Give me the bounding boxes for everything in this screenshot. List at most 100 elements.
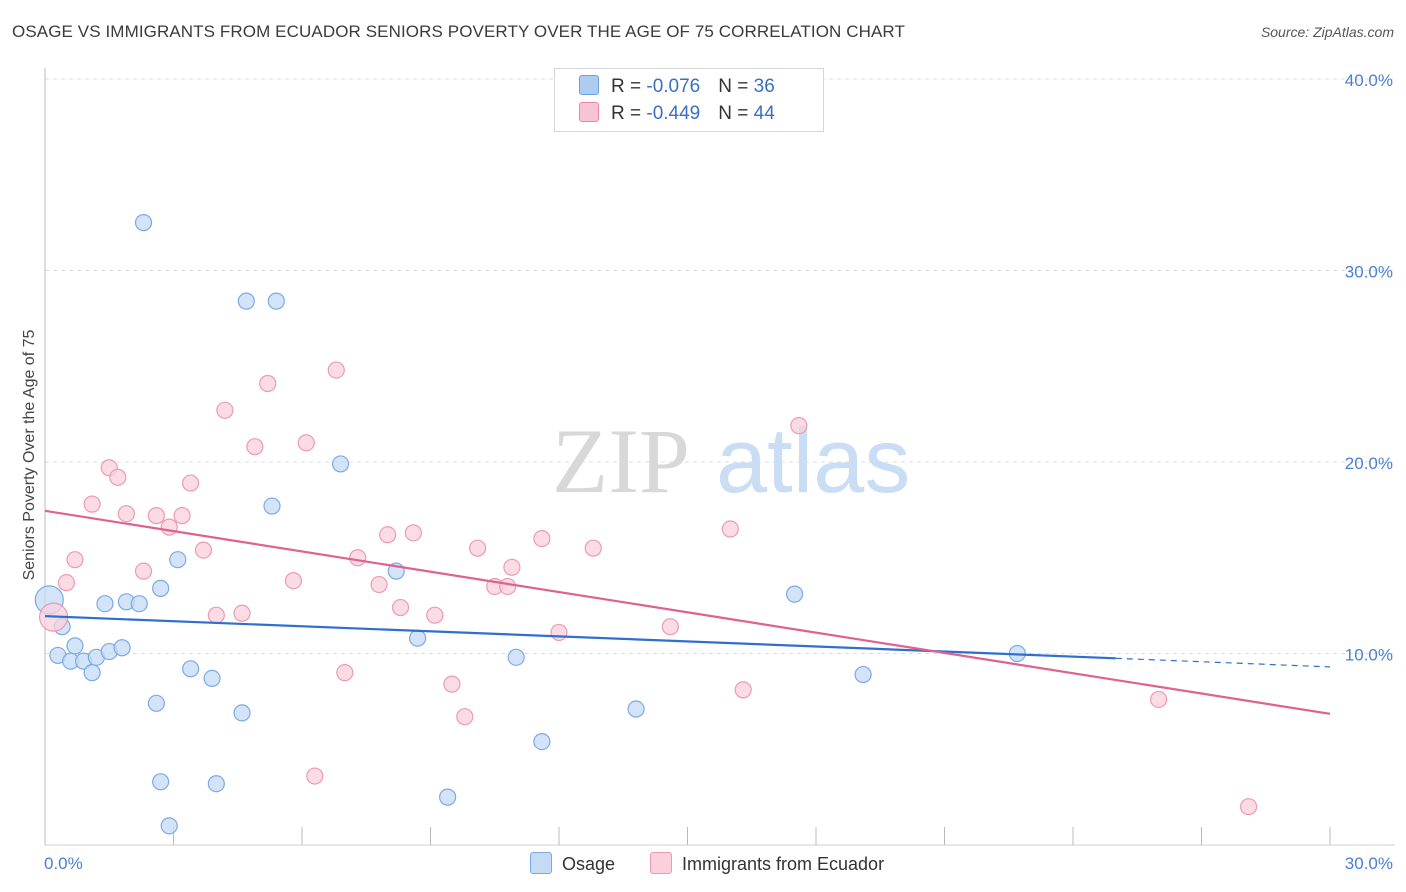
ecuador-point: [284, 572, 303, 590]
ecuador-point: [661, 618, 679, 636]
ecuador-point: [1150, 690, 1168, 709]
ecuador-point: [173, 507, 191, 525]
ecuador-point: [734, 681, 752, 699]
ecuador-point: [134, 562, 153, 580]
osage-point: [160, 817, 178, 835]
ecuador-point: [499, 577, 517, 596]
ecuador-point: [194, 541, 213, 559]
ecuador-point: [246, 438, 264, 456]
n-value: 44: [753, 103, 775, 124]
ecuador-point: [306, 767, 324, 785]
osage-point: [331, 455, 350, 473]
ecuador-point: [216, 401, 234, 419]
y-tick-label: 10.0%: [1345, 646, 1393, 665]
osage-point: [237, 292, 255, 310]
ecuador-point: [404, 524, 422, 542]
ecuador-point: [83, 495, 101, 513]
ecuador-point: [349, 549, 367, 567]
osage-point: [854, 665, 872, 684]
osage-point: [203, 669, 221, 687]
n-value: 36: [753, 76, 775, 97]
osage-point: [130, 595, 148, 613]
ecuador-point: [391, 598, 410, 617]
chart-title: OSAGE VS IMMIGRANTS FROM ECUADOR SENIORS…: [12, 22, 905, 41]
ecuador-point: [297, 434, 315, 452]
osage-point: [507, 648, 525, 666]
ecuador-point: [117, 505, 135, 523]
ecuador-point: [207, 606, 225, 624]
y-axis-title: Seniors Poverty Over the Age of 75: [21, 330, 38, 581]
legend-row-ecuador: R = -0.449 N = 44: [579, 102, 775, 126]
ecuador-point: [327, 361, 345, 379]
ecuador-point: [336, 664, 354, 682]
ecuador-point: [469, 539, 487, 557]
osage-point: [83, 664, 101, 682]
osage-point: [263, 497, 281, 515]
r-value: -0.076: [646, 76, 701, 97]
osage-point: [169, 551, 187, 569]
ecuador-point: [790, 417, 808, 435]
osage-point: [182, 660, 200, 678]
y-tick-label: 40.0%: [1345, 71, 1393, 90]
ecuador-point: [456, 708, 474, 726]
r-label: R =: [611, 76, 647, 97]
x-tick-label: 30.0%: [1345, 854, 1393, 873]
ecuador-point: [182, 474, 200, 492]
legend-row-osage: R = -0.076 N = 36: [579, 75, 775, 99]
osage-point: [113, 639, 131, 657]
ecuador-point: [443, 675, 461, 693]
ecuador-point: [426, 606, 444, 624]
trend-lines: [44, 509, 1331, 715]
osage-point: [147, 694, 165, 712]
osage-point: [134, 214, 153, 232]
y-tick-label: 20.0%: [1345, 454, 1393, 473]
ecuador-point: [533, 529, 551, 548]
axes: [44, 68, 1395, 846]
source-label: Source: ZipAtlas.com: [1260, 24, 1394, 40]
data-points: [34, 214, 1258, 835]
n-label: N =: [718, 103, 754, 124]
osage-trend-line: [44, 615, 1116, 660]
ecuador-point: [160, 518, 178, 536]
osage-point: [785, 585, 804, 603]
ecuador-point: [233, 604, 251, 622]
ecuador-trend-line: [44, 509, 1331, 715]
ecuador-point: [503, 558, 521, 576]
y-tick-label: 30.0%: [1345, 263, 1393, 282]
tick-labels: 10.0% 20.0% 30.0% 40.0% 0.0% 30.0% Seniors Pov…: [21, 71, 1393, 873]
ecuador-point: [550, 623, 568, 642]
osage-point: [409, 629, 427, 647]
x-tick-label: 0.0%: [44, 854, 83, 873]
ecuador-legend-label: Immigrants from Ecuador: [682, 854, 885, 874]
osage-point: [207, 775, 225, 793]
osage-legend-swatch: [530, 852, 552, 874]
osage-point: [152, 579, 170, 597]
osage-point: [439, 788, 457, 806]
osage-point: [267, 292, 285, 310]
ecuador-point: [109, 468, 127, 486]
ecuador-point: [57, 574, 76, 592]
osage-trend-extension: [1115, 657, 1331, 668]
ecuador-point: [370, 575, 388, 594]
osage-point: [96, 595, 114, 613]
ecuador-point: [66, 551, 84, 569]
r-value: -0.449: [646, 103, 701, 124]
osage-legend-label: Osage: [562, 854, 616, 874]
n-label: N =: [718, 76, 754, 97]
watermark: ZIP atlas: [552, 410, 910, 512]
correlation-legend: R = -0.076 N = 36 R = -0.449 N = 44: [554, 68, 824, 132]
watermark-zip: ZIP: [552, 410, 690, 512]
bottom-legend-osage: Osage: [530, 852, 615, 875]
ecuador-point: [1240, 798, 1258, 816]
ecuador-point: [259, 374, 277, 393]
watermark-atlas: atlas: [716, 410, 910, 512]
grid-lines: [45, 78, 1395, 654]
osage-point: [233, 704, 251, 722]
osage-point: [627, 700, 645, 718]
osage-point: [152, 773, 170, 791]
ecuador-point: [147, 507, 165, 525]
ecuador-point: [379, 526, 397, 544]
osage-point: [66, 637, 84, 655]
ecuador-point: [721, 520, 739, 538]
